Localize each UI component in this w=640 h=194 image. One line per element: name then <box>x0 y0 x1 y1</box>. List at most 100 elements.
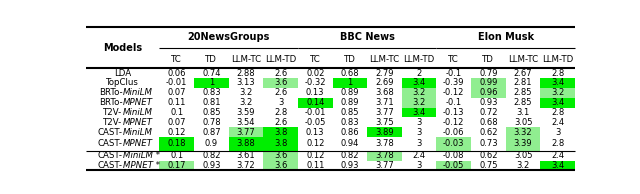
Text: 0.79: 0.79 <box>479 68 498 78</box>
Text: 0.07: 0.07 <box>168 88 186 97</box>
Text: 3.8: 3.8 <box>274 139 287 148</box>
Text: MPNET: MPNET <box>123 139 153 148</box>
Text: 0.89: 0.89 <box>340 88 359 97</box>
Text: 0.82: 0.82 <box>202 151 221 160</box>
Text: -0.1: -0.1 <box>445 98 462 107</box>
Text: -0.1: -0.1 <box>445 68 462 78</box>
Text: 0.72: 0.72 <box>479 108 498 117</box>
Text: 0.85: 0.85 <box>202 108 221 117</box>
Bar <box>540 161 575 170</box>
Text: 0.68: 0.68 <box>479 118 498 127</box>
Bar <box>228 127 263 137</box>
Text: 2.6: 2.6 <box>274 118 287 127</box>
Text: 3.54: 3.54 <box>237 118 255 127</box>
Text: 3: 3 <box>278 98 284 107</box>
Bar <box>263 137 298 151</box>
Text: 0.13: 0.13 <box>306 88 324 97</box>
Bar <box>506 137 540 151</box>
Text: 3.2: 3.2 <box>413 98 426 107</box>
Text: 0.68: 0.68 <box>340 68 359 78</box>
Bar <box>402 88 436 98</box>
Text: Models: Models <box>103 42 142 53</box>
Text: 3.4: 3.4 <box>551 98 564 107</box>
Text: 3.13: 3.13 <box>237 78 255 87</box>
Text: MPNET: MPNET <box>123 98 153 107</box>
Text: 0.12: 0.12 <box>168 128 186 137</box>
Text: 0.83: 0.83 <box>202 88 221 97</box>
Text: 0.18: 0.18 <box>168 139 186 148</box>
Text: 2.8: 2.8 <box>551 139 564 148</box>
Text: 3.59: 3.59 <box>237 108 255 117</box>
Text: 0.06: 0.06 <box>168 68 186 78</box>
Bar <box>540 88 575 98</box>
Text: 3.6: 3.6 <box>274 151 287 160</box>
Text: 3.77: 3.77 <box>375 108 394 117</box>
Text: 2.79: 2.79 <box>375 68 394 78</box>
Text: CAST-: CAST- <box>98 161 123 170</box>
Text: LLM-TD: LLM-TD <box>265 55 296 64</box>
Text: 0.11: 0.11 <box>168 98 186 107</box>
Text: 2.8: 2.8 <box>551 108 564 117</box>
Bar <box>263 78 298 88</box>
Bar <box>298 98 333 107</box>
Text: -0.01: -0.01 <box>305 108 326 117</box>
Text: 3.4: 3.4 <box>413 108 426 117</box>
Text: 2.4: 2.4 <box>413 151 426 160</box>
Text: 3.05: 3.05 <box>514 118 532 127</box>
Text: 0.11: 0.11 <box>306 161 324 170</box>
Text: 3.71: 3.71 <box>375 98 394 107</box>
Text: 0.1: 0.1 <box>170 151 183 160</box>
Text: 0.12: 0.12 <box>306 139 324 148</box>
Text: 0.62: 0.62 <box>479 128 498 137</box>
Text: 3.2: 3.2 <box>239 98 253 107</box>
Text: -0.03: -0.03 <box>443 139 465 148</box>
Text: 3.6: 3.6 <box>274 161 287 170</box>
Text: 2.67: 2.67 <box>514 68 532 78</box>
Text: 2.8: 2.8 <box>551 68 564 78</box>
Text: MiniLM: MiniLM <box>123 128 153 137</box>
Text: LDA: LDA <box>114 68 131 78</box>
Text: -0.08: -0.08 <box>443 151 465 160</box>
Text: 3.4: 3.4 <box>413 78 426 87</box>
Bar <box>402 78 436 88</box>
Text: 3.78: 3.78 <box>375 139 394 148</box>
Text: 0.99: 0.99 <box>479 78 498 87</box>
Text: 0.75: 0.75 <box>479 161 498 170</box>
Text: 3.8: 3.8 <box>274 128 287 137</box>
Text: 0.14: 0.14 <box>306 98 324 107</box>
Text: 2: 2 <box>417 68 422 78</box>
Text: 3.77: 3.77 <box>237 128 255 137</box>
Text: 0.13: 0.13 <box>306 128 324 137</box>
Text: 2.85: 2.85 <box>514 98 532 107</box>
Bar <box>402 98 436 107</box>
Text: BBC News: BBC News <box>340 32 395 42</box>
Text: -0.39: -0.39 <box>443 78 465 87</box>
Bar <box>506 127 540 137</box>
Text: 3.61: 3.61 <box>237 151 255 160</box>
Text: T2V-: T2V- <box>104 118 123 127</box>
Bar <box>333 78 367 88</box>
Text: TC: TC <box>310 55 321 64</box>
Text: 2.8: 2.8 <box>274 108 287 117</box>
Text: 0.78: 0.78 <box>202 118 221 127</box>
Text: 2.85: 2.85 <box>514 88 532 97</box>
Text: LLM-TD: LLM-TD <box>542 55 573 64</box>
Text: 0.07: 0.07 <box>168 118 186 127</box>
Text: T2V-: T2V- <box>104 108 123 117</box>
Text: 0.02: 0.02 <box>306 68 324 78</box>
Text: 0.94: 0.94 <box>340 139 359 148</box>
Text: 0.93: 0.93 <box>340 161 359 170</box>
Text: 3.77: 3.77 <box>375 161 394 170</box>
Text: 2.4: 2.4 <box>551 151 564 160</box>
Text: 3.39: 3.39 <box>514 139 532 148</box>
Bar <box>159 161 194 170</box>
Text: 1: 1 <box>209 78 214 87</box>
Text: 0.17: 0.17 <box>168 161 186 170</box>
Text: MPNET *: MPNET * <box>123 161 160 170</box>
Text: 0.74: 0.74 <box>202 68 221 78</box>
Text: 3.32: 3.32 <box>514 128 532 137</box>
Text: 2.81: 2.81 <box>514 78 532 87</box>
Text: TC: TC <box>172 55 182 64</box>
Bar <box>159 137 194 151</box>
Text: LLM-TC: LLM-TC <box>231 55 261 64</box>
